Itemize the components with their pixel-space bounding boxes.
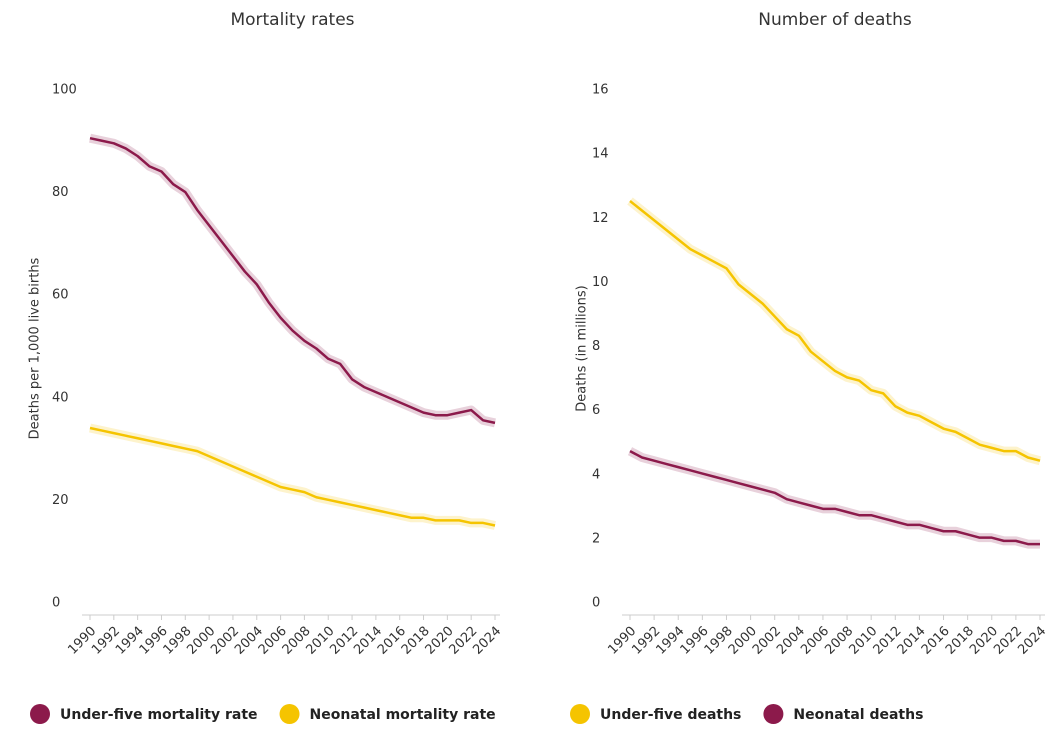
y-tick-label: 60 bbox=[52, 288, 69, 303]
legend-label: Under-five mortality rate bbox=[60, 707, 258, 723]
chart-title: Number of deaths bbox=[758, 10, 912, 30]
series-line bbox=[629, 200, 1041, 462]
legend-label: Under-five deaths bbox=[600, 707, 741, 723]
x-tick-label: 2024 bbox=[470, 624, 504, 658]
y-tick-label: 8 bbox=[592, 339, 600, 354]
chart-title: Mortality rates bbox=[230, 10, 354, 30]
y-axis-label: Deaths (in millions) bbox=[575, 285, 590, 411]
y-tick-label: 4 bbox=[592, 467, 600, 482]
legend-marker bbox=[30, 704, 50, 724]
legend-label: Neonatal deaths bbox=[793, 707, 923, 723]
y-tick-label: 80 bbox=[52, 185, 69, 200]
legend-marker bbox=[279, 704, 300, 724]
y-axis-label: Deaths per 1,000 live births bbox=[28, 257, 43, 439]
y-tick-label: 10 bbox=[592, 275, 609, 290]
legend-marker bbox=[570, 704, 590, 724]
y-tick-label: 6 bbox=[592, 403, 600, 418]
y-tick-label: 0 bbox=[52, 596, 60, 611]
band bbox=[627, 447, 1040, 549]
y-tick-label: 12 bbox=[592, 211, 609, 226]
legend-marker bbox=[763, 704, 784, 724]
band bbox=[89, 423, 496, 530]
y-tick-label: 0 bbox=[592, 596, 600, 611]
band bbox=[89, 133, 496, 428]
series-line bbox=[629, 449, 1040, 546]
y-tick-label: 20 bbox=[52, 493, 69, 508]
band bbox=[627, 197, 1042, 466]
series-line bbox=[89, 136, 496, 425]
y-tick-label: 16 bbox=[592, 83, 609, 98]
series-line bbox=[89, 426, 496, 527]
y-tick-label: 14 bbox=[592, 147, 609, 162]
y-tick-label: 40 bbox=[52, 390, 69, 405]
x-tick-label: 2024 bbox=[1015, 624, 1049, 658]
y-tick-label: 100 bbox=[52, 83, 77, 98]
y-tick-label: 2 bbox=[592, 531, 600, 546]
legend-label: Neonatal mortality rate bbox=[310, 707, 496, 723]
